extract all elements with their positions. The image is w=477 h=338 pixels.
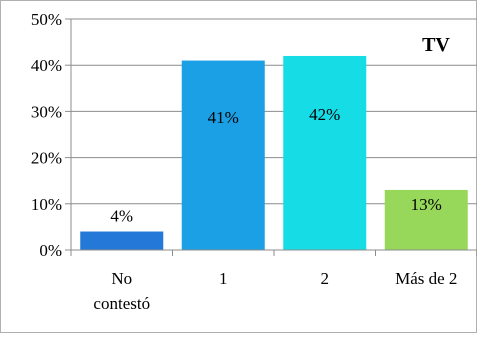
x-category-label: No <box>111 269 132 288</box>
x-category-label: contestó <box>93 294 150 313</box>
y-tick-label: 10% <box>31 195 62 214</box>
data-label: 4% <box>110 207 133 226</box>
gridlines <box>71 18 477 205</box>
x-category-label: 1 <box>219 269 228 288</box>
bar <box>181 60 265 250</box>
bars <box>80 55 468 251</box>
data-label: 13% <box>411 195 442 214</box>
y-axis: 0% 10% 20% 30% 40% 50% <box>31 10 72 260</box>
data-label: 42% <box>309 105 340 124</box>
x-category-label: Más de 2 <box>395 269 457 288</box>
x-category-label: 2 <box>321 269 330 288</box>
x-axis: No contestó 1 2 Más de 2 <box>70 249 477 313</box>
bar <box>283 55 367 251</box>
y-tick-label: 20% <box>31 149 62 168</box>
data-label: 41% <box>208 108 239 127</box>
bar <box>80 231 164 250</box>
bar <box>384 189 468 250</box>
y-tick-label: 30% <box>31 102 62 121</box>
y-tick-label: 40% <box>31 56 62 75</box>
chart-title: TV <box>422 34 450 56</box>
y-tick-label: 50% <box>31 10 62 29</box>
y-tick-label: 0% <box>39 241 62 260</box>
data-labels: 4% 41% 42% 13% <box>110 105 441 226</box>
